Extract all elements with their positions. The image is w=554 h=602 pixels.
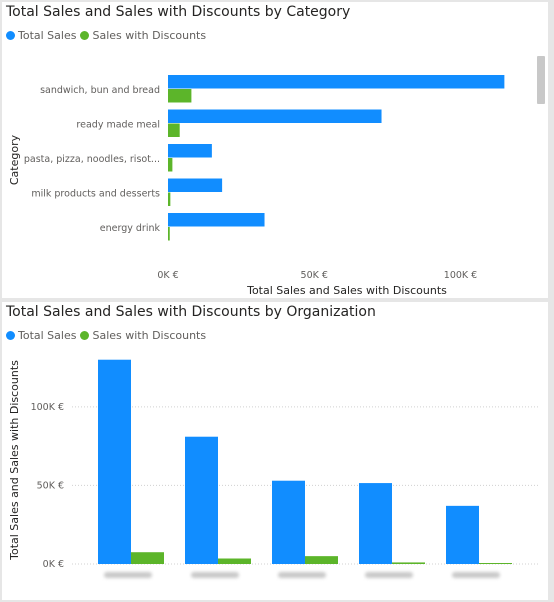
chart-legend: Total Sales Sales with Discounts — [6, 329, 210, 342]
bar-discount-sales[interactable] — [392, 562, 425, 564]
organization-chart-panel: Total Sales and Sales with Discounts by … — [2, 302, 548, 600]
category-chart-panel: Total Sales and Sales with Discounts by … — [2, 2, 548, 298]
bar-discount-sales[interactable] — [168, 123, 180, 138]
organization-chart-plot: 0K € 50K € 100K € Total Sales and Sales wit… — [8, 359, 540, 578]
bar-total-sales[interactable] — [446, 505, 479, 564]
x-tick-label-blurred — [278, 572, 326, 578]
x-tick-label-blurred — [452, 572, 500, 578]
x-tick-label-blurred — [365, 572, 413, 578]
bar-discount-sales[interactable] — [305, 556, 338, 564]
bar-total-sales[interactable] — [168, 75, 505, 89]
bar-total-sales[interactable] — [98, 359, 131, 564]
legend-item-discount-sales[interactable]: Sales with Discounts — [80, 29, 206, 42]
bar-discount-sales[interactable] — [168, 227, 170, 241]
x-axis-title: Total Sales and Sales with Discounts — [246, 284, 447, 297]
category-chart-plot: sandwich, bun and bread ready made meal pa… — [8, 75, 505, 297]
x-tick-label-blurred — [104, 572, 152, 578]
bar-total-sales[interactable] — [272, 480, 305, 564]
bar-discount-sales[interactable] — [218, 558, 251, 565]
legend-item-discount-sales[interactable]: Sales with Discounts — [80, 329, 206, 342]
bar-discount-sales[interactable] — [168, 89, 192, 103]
bar-discount-sales[interactable] — [479, 563, 512, 564]
x-tick-label: 50K € — [301, 270, 328, 281]
chart-legend: Total Sales Sales with Discounts — [6, 29, 210, 42]
y-tick-label: 50K € — [37, 480, 64, 491]
y-tick-label: 100K € — [31, 402, 64, 413]
legend-label: Sales with Discounts — [92, 29, 207, 42]
legend-item-total-sales[interactable]: Total Sales — [6, 329, 76, 342]
legend-marker-discount — [80, 331, 90, 340]
legend-label: Sales with Discounts — [92, 329, 207, 342]
category-label: energy drink — [100, 223, 161, 234]
bar-total-sales[interactable] — [168, 144, 212, 158]
legend-marker-total — [6, 31, 15, 40]
bar-discount-sales[interactable] — [131, 552, 164, 564]
y-axis-title: Category — [8, 134, 21, 185]
chart-title: Total Sales and Sales with Discounts by … — [6, 304, 376, 320]
legend-label: Total Sales — [18, 329, 77, 342]
x-tick-label: 0K € — [157, 270, 178, 281]
x-tick-label-blurred — [191, 572, 239, 578]
category-label: ready made meal — [76, 120, 160, 131]
legend-label: Total Sales — [18, 29, 77, 42]
chart-title: Total Sales and Sales with Discounts by … — [6, 4, 351, 20]
category-label: milk products and desserts — [31, 189, 160, 200]
bar-total-sales[interactable] — [168, 178, 223, 193]
y-tick-label: 0K € — [43, 559, 64, 570]
bar-discount-sales[interactable] — [168, 192, 171, 207]
legend-marker-total — [6, 331, 15, 340]
bar-total-sales[interactable] — [168, 109, 382, 124]
legend-item-total-sales[interactable]: Total Sales — [6, 29, 76, 42]
category-label: sandwich, bun and bread — [40, 85, 160, 96]
category-label: pasta, pizza, noodles, risot... — [24, 154, 160, 165]
x-tick-label: 100K € — [444, 270, 477, 281]
bar-total-sales[interactable] — [185, 436, 218, 564]
bar-discount-sales[interactable] — [168, 158, 173, 172]
legend-marker-discount — [80, 31, 90, 40]
bar-total-sales[interactable] — [168, 213, 265, 227]
chart-scrollbar[interactable] — [537, 56, 545, 104]
y-axis-title: Total Sales and Sales with Discounts — [8, 360, 21, 561]
bar-total-sales[interactable] — [359, 483, 392, 564]
